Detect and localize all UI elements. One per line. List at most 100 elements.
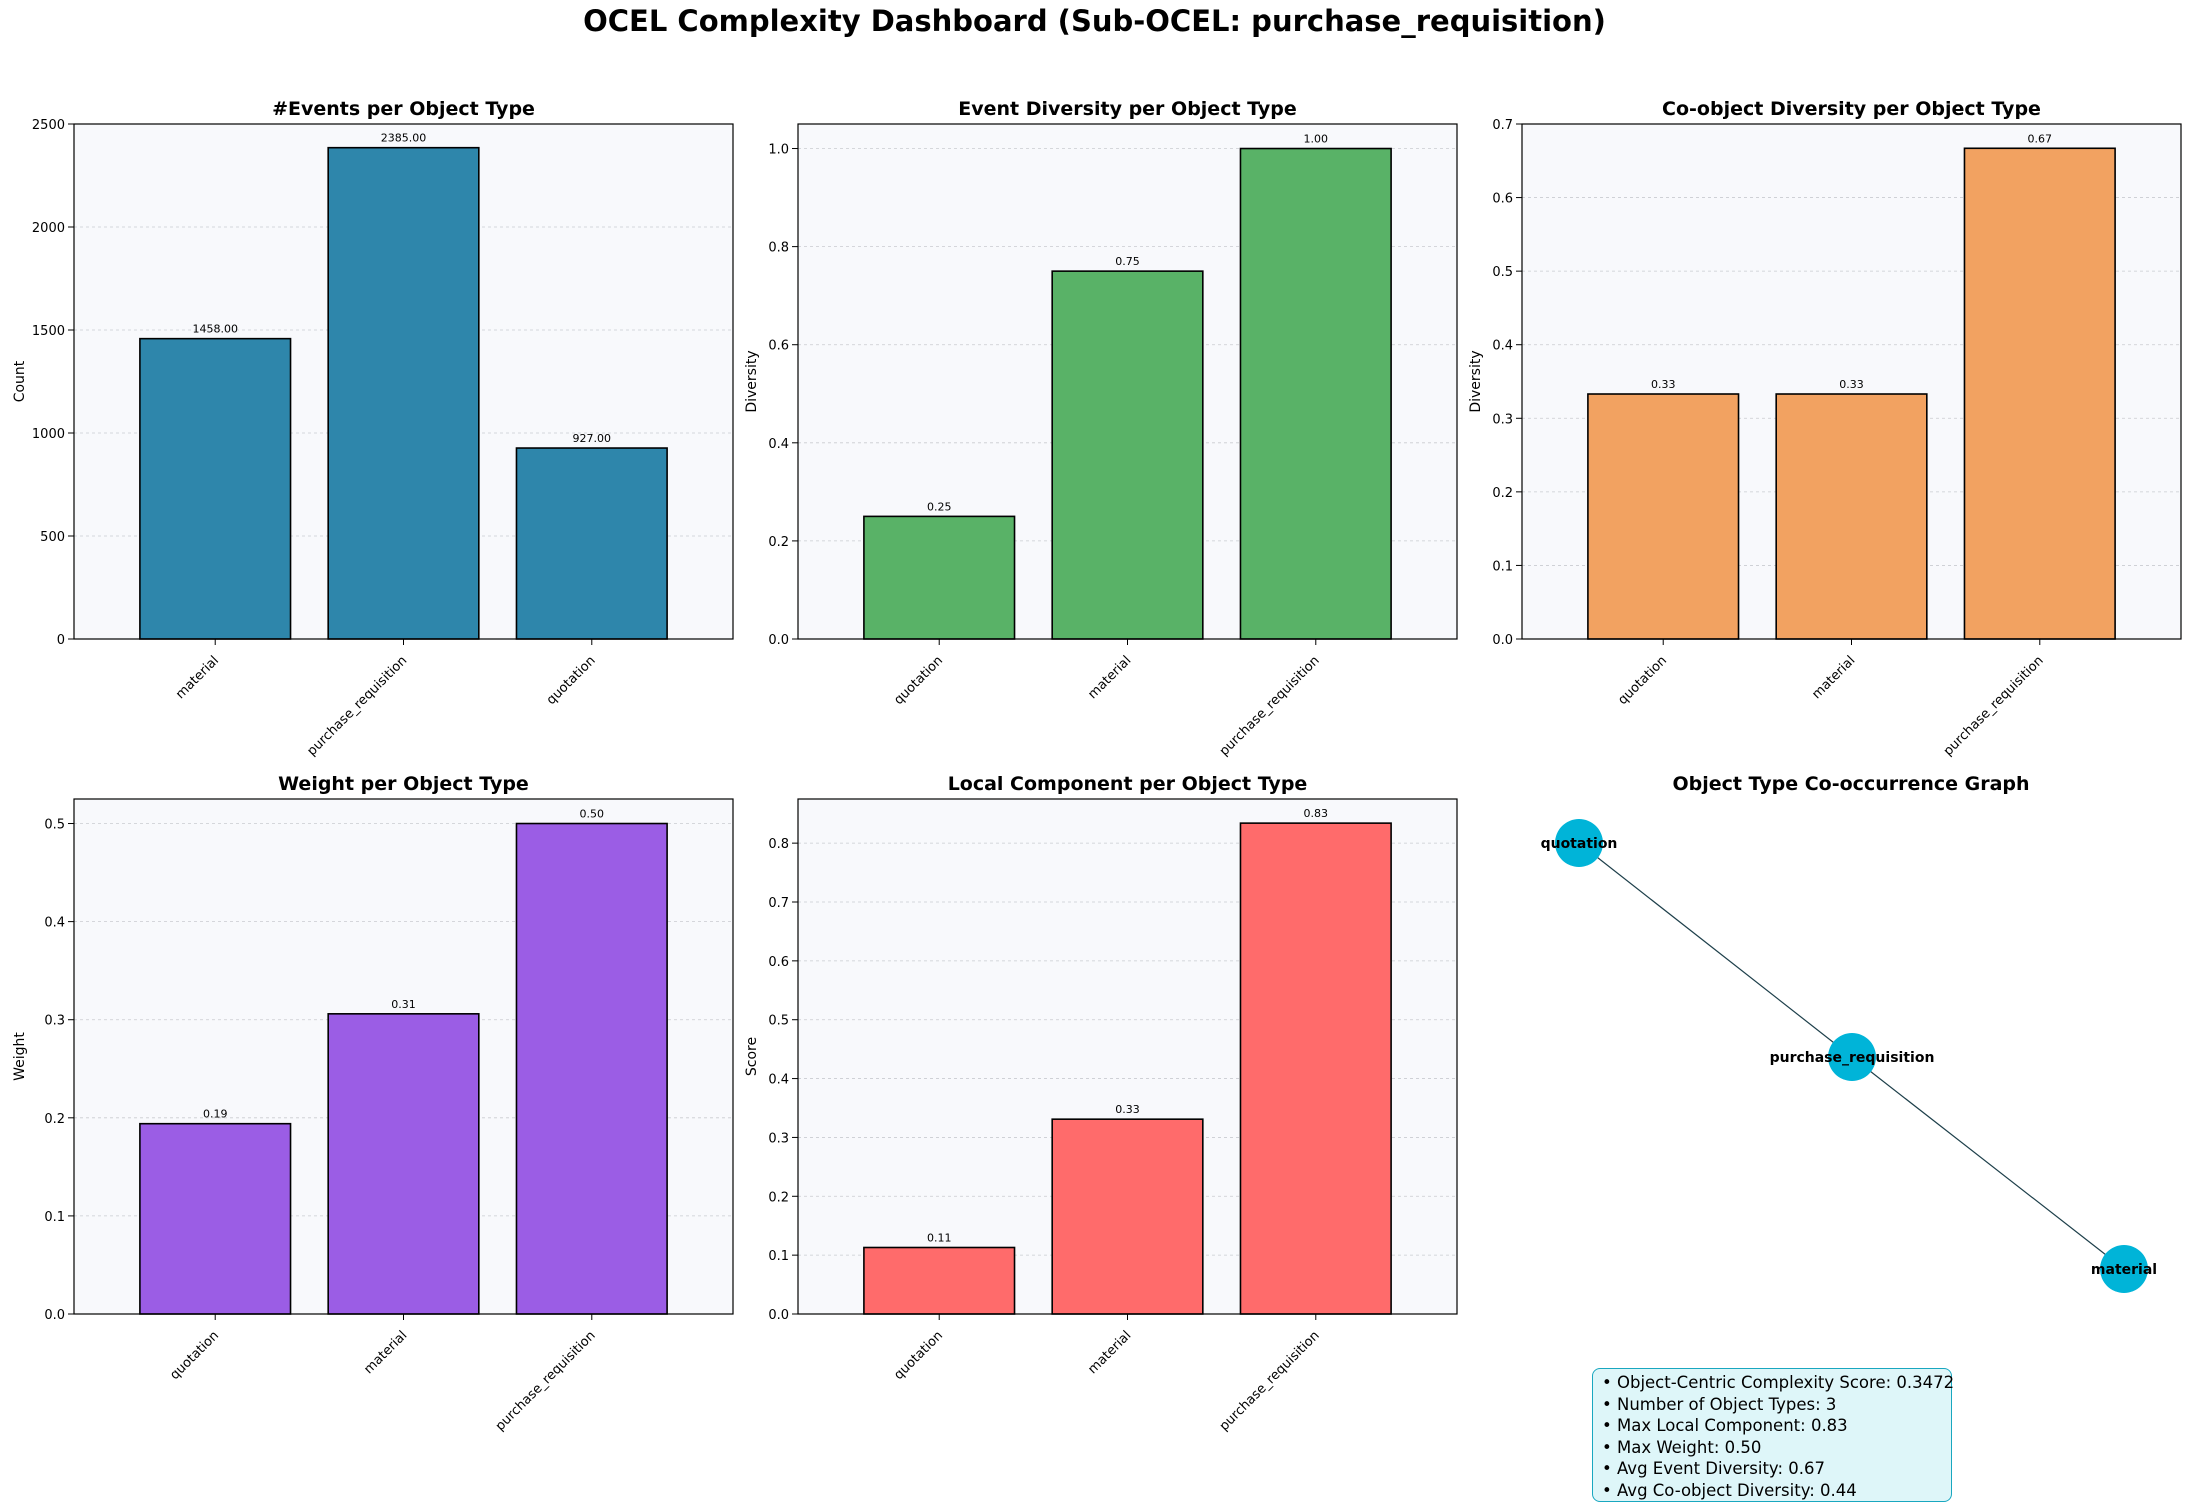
y-axis-label: Weight xyxy=(12,1032,28,1081)
bar xyxy=(1963,147,2116,640)
y-tick-label: 0.0 xyxy=(768,1308,789,1323)
chart-title: Event Diversity per Object Type xyxy=(958,98,1296,120)
y-tick-label: 0.6 xyxy=(1492,192,1513,207)
chart-title: Local Component per Object Type xyxy=(948,773,1308,795)
y-tick-label: 0 xyxy=(57,633,65,648)
summary-line: • Number of Object Types: 3 xyxy=(1602,1394,1837,1414)
data-label: 0.83 xyxy=(1304,807,1329,820)
axes-frame xyxy=(797,798,1458,1315)
data-label: 927.00 xyxy=(573,432,612,445)
y-axis-label: Count xyxy=(12,360,28,402)
y-tick-label: 0.2 xyxy=(44,1112,65,1127)
y-axis-label: Diversity xyxy=(744,350,760,412)
y-tick-label: 0.8 xyxy=(768,837,789,852)
y-tick-label: 2000 xyxy=(32,221,65,236)
bar xyxy=(863,1246,1016,1315)
data-label: 1458.00 xyxy=(192,323,238,336)
summary-line: • Max Local Component: 0.83 xyxy=(1602,1416,1848,1435)
y-tick-label: 0.5 xyxy=(768,1014,789,1029)
y-tick-label: 0.6 xyxy=(768,955,789,970)
data-label: 0.33 xyxy=(1651,378,1676,391)
bar xyxy=(1239,822,1392,1315)
y-tick-label: 0.1 xyxy=(768,1249,789,1264)
data-label: 0.33 xyxy=(1115,1103,1140,1116)
y-tick-label: 0.5 xyxy=(1492,265,1513,280)
y-tick-label: 0.1 xyxy=(44,1210,65,1225)
graph-edge-purchase-requisition-material xyxy=(1851,1056,2125,1270)
y-tick-label: 2500 xyxy=(32,118,65,133)
summary-box: • Object-Centric Complexity Score: 0.347… xyxy=(1592,1368,1955,1502)
data-label: 0.19 xyxy=(203,1108,228,1121)
bar xyxy=(1051,1118,1204,1315)
graph-node-material xyxy=(2100,1245,2148,1293)
data-label: 2385.00 xyxy=(381,132,427,145)
y-tick-label: 0.8 xyxy=(768,241,789,256)
y-axis-label: Diversity xyxy=(1468,350,1484,412)
bar xyxy=(1775,393,1928,640)
graph-node-label-quotation: quotation xyxy=(1541,836,1618,852)
graph-node-purchase-requisition xyxy=(1828,1033,1876,1081)
y-tick-label: 0.3 xyxy=(768,1131,789,1146)
graph-node-label-material: material xyxy=(2091,1262,2157,1278)
bar xyxy=(1239,147,1392,640)
y-tick-label: 0.7 xyxy=(768,896,789,911)
y-tick-label: 0.4 xyxy=(768,437,789,452)
data-label: 0.31 xyxy=(391,998,416,1011)
summary-line: • Max Weight: 0.50 xyxy=(1602,1437,1762,1457)
graph-title: Object Type Co-occurrence Graph xyxy=(1672,773,2029,795)
bar xyxy=(1051,270,1204,640)
y-tick-label: 1500 xyxy=(32,324,65,339)
y-tick-label: 1000 xyxy=(32,427,65,442)
y-tick-label: 0.3 xyxy=(1492,412,1513,427)
y-tick-label: 0.1 xyxy=(1492,559,1513,574)
data-label: 0.50 xyxy=(580,808,605,821)
bar xyxy=(139,337,292,640)
data-label: 0.11 xyxy=(927,1231,952,1244)
y-tick-label: 0.3 xyxy=(44,1014,65,1029)
y-tick-label: 0.5 xyxy=(44,818,65,833)
y-tick-label: 0.4 xyxy=(768,1073,789,1088)
bar xyxy=(515,447,668,640)
axes-frame xyxy=(73,798,734,1315)
chart-title: Weight per Object Type xyxy=(278,773,529,795)
bar xyxy=(139,1122,292,1315)
axes-frame xyxy=(797,123,1458,640)
data-label: 0.25 xyxy=(927,500,952,513)
y-tick-label: 0.2 xyxy=(768,1190,789,1205)
y-tick-label: 0.0 xyxy=(1492,633,1513,648)
data-label: 1.00 xyxy=(1304,133,1329,146)
bar xyxy=(863,515,1016,640)
y-tick-label: 0.4 xyxy=(1492,339,1513,354)
bar xyxy=(1587,393,1740,640)
y-tick-label: 0.4 xyxy=(44,916,65,931)
data-label: 0.67 xyxy=(2028,132,2053,145)
graph-edge-quotation-purchase-requisition xyxy=(1578,842,1853,1058)
summary-line: • Avg Event Diversity: 0.67 xyxy=(1602,1459,1826,1478)
y-tick-label: 500 xyxy=(40,530,65,545)
y-tick-label: 0.0 xyxy=(768,633,789,648)
y-tick-label: 0.7 xyxy=(1492,118,1513,133)
data-label: 0.75 xyxy=(1115,255,1140,268)
y-tick-label: 0.2 xyxy=(768,535,789,550)
graph-node-quotation xyxy=(1555,819,1603,867)
y-tick-label: 0.2 xyxy=(1492,486,1513,501)
axes-frame xyxy=(1521,123,2182,640)
dashboard-title: OCEL Complexity Dashboard (Sub-OCEL: pur… xyxy=(583,4,1606,38)
axes-frame xyxy=(73,123,734,640)
y-tick-label: 0.0 xyxy=(44,1308,65,1323)
y-tick-label: 1.0 xyxy=(768,143,789,158)
graph-node-label-purchase-requisition: purchase_requisition xyxy=(1770,1050,1935,1066)
y-axis-label: Score xyxy=(744,1037,760,1076)
summary-line: • Object-Centric Complexity Score: 0.347… xyxy=(1602,1373,1955,1392)
bar xyxy=(515,822,668,1315)
summary-line: • Avg Co-object Diversity: 0.44 xyxy=(1602,1480,1857,1500)
chart-title: #Events per Object Type xyxy=(272,98,535,120)
data-label: 0.33 xyxy=(1839,378,1864,391)
chart-title: Co-object Diversity per Object Type xyxy=(1662,98,2041,120)
